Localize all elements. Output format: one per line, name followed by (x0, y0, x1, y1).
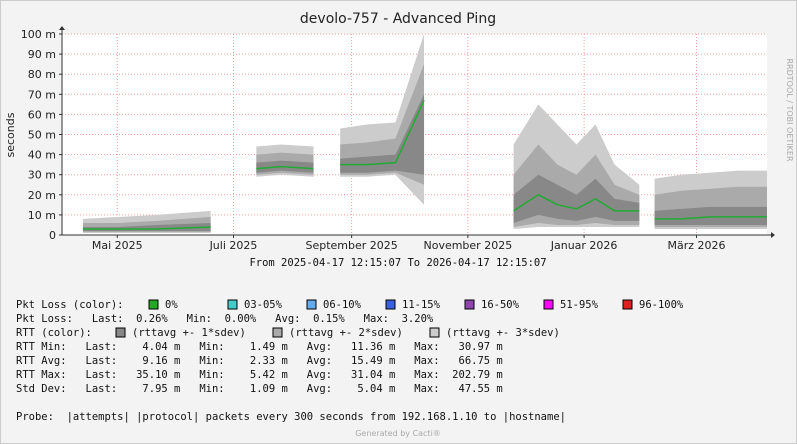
y-tick-label: 10 m (28, 209, 56, 222)
stat-line: RTT Avg: Last: 9.16 m Min: 2.33 m Avg: 1… (16, 355, 503, 367)
side-text: RRDTOOL / TOBI OETIKER (785, 58, 794, 161)
y-axis-label: seconds (4, 112, 17, 157)
legend-label: RTT (color): (16, 327, 92, 339)
smoke-band (654, 206, 767, 225)
legend-swatch (543, 299, 554, 310)
median-line (82, 226, 211, 230)
legend-entry: 11-15% (402, 299, 441, 311)
legend-entry: 16-50% (481, 299, 520, 311)
x-axis-arrow (771, 232, 775, 238)
stat-line: Std Dev: Last: 7.95 m Min: 1.09 m Avg: 5… (16, 383, 503, 395)
legend-swatch (622, 299, 633, 310)
x-tick-label: Mai 2025 (92, 239, 143, 252)
footer: Generated by Cacti® (355, 429, 441, 438)
legend-entry: (rttavg +- 1*sdev) (132, 327, 246, 339)
stat-line: RTT Max: Last: 35.10 m Min: 5.42 m Avg: … (16, 369, 503, 381)
y-tick-label: 50 m (28, 129, 56, 142)
y-tick-label: 90 m (28, 48, 56, 61)
x-tick-label: Juli 2025 (209, 239, 258, 252)
x-tick-label: September 2025 (305, 239, 397, 252)
smoke-band (340, 94, 425, 175)
x-tick-label: März 2026 (667, 239, 725, 252)
y-tick-label: 20 m (28, 189, 56, 202)
legend-entry: 06-10% (323, 299, 362, 311)
x-tick-label: November 2025 (423, 239, 512, 252)
smoke-band (513, 174, 640, 223)
median-line (654, 216, 767, 220)
legend-swatch (429, 327, 440, 338)
legend-entry: 0% (165, 299, 178, 311)
y-axis-arrow (59, 26, 65, 30)
legend-swatch (272, 327, 283, 338)
y-tick-label: 70 m (28, 88, 56, 101)
y-tick-label: 100 m (21, 28, 56, 41)
median-line (513, 193, 640, 212)
legend-swatch (115, 327, 126, 338)
legend-swatch (464, 299, 475, 310)
y-tick-label: 30 m (28, 169, 56, 182)
legend-swatch (306, 299, 317, 310)
legend-label: Pkt Loss (color): (16, 299, 123, 311)
y-tick-label: 0 (49, 229, 56, 242)
legend-swatch (385, 299, 396, 310)
stat-line: RTT Min: Last: 4.04 m Min: 1.49 m Avg: 1… (16, 341, 503, 353)
legend-entry: 96-100% (639, 299, 684, 311)
median-line (340, 100, 425, 166)
x-tick-label: Januar 2026 (550, 239, 618, 252)
legend-entry: (rttavg +- 2*sdev) (289, 327, 403, 339)
legend-swatch (148, 299, 159, 310)
legend-entry: (rttavg +- 3*sdev) (446, 327, 560, 339)
legend-entry: 51-95% (560, 299, 599, 311)
stat-line: Pkt Loss: Last: 0.26% Min: 0.00% Avg: 0.… (16, 313, 434, 325)
y-tick-label: 80 m (28, 68, 56, 81)
subtitle: From 2025-04-17 12:15:07 To 2026-04-17 1… (249, 257, 546, 269)
probe-line: Probe: |attempts| |protocol| packets eve… (16, 411, 566, 423)
legend-swatch (227, 299, 238, 310)
chart-title: devolo-757 - Advanced Ping (300, 11, 496, 27)
y-tick-label: 40 m (28, 149, 56, 162)
median-line (256, 165, 314, 170)
legend-entry: 03-05% (244, 299, 283, 311)
y-tick-label: 60 m (28, 108, 56, 121)
